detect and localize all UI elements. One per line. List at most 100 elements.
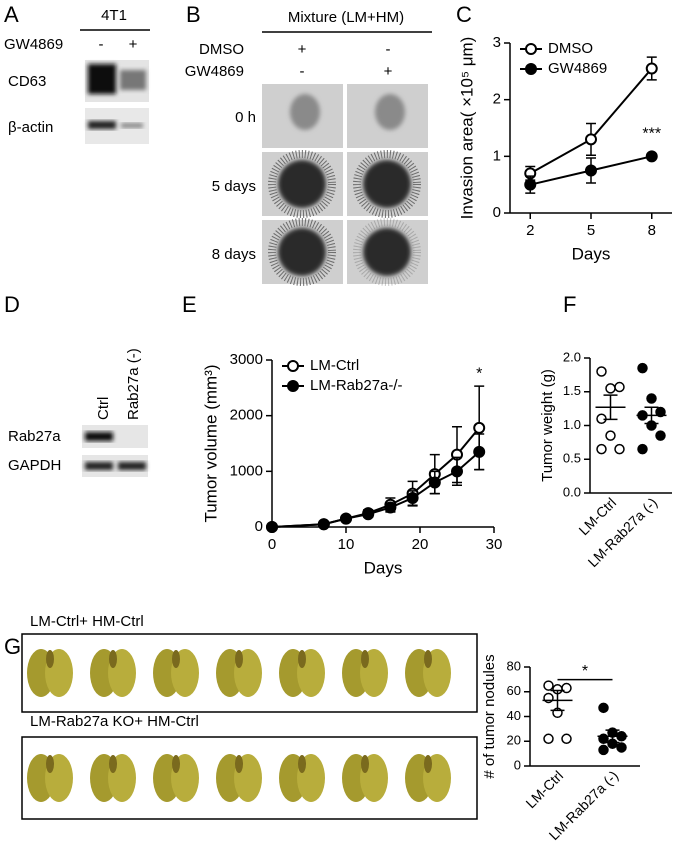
y-axis-label: Tumor weight (g) [539, 369, 556, 482]
sign: + [129, 36, 138, 53]
spheroid [278, 160, 326, 208]
data-point [598, 744, 609, 756]
lung-trachea [109, 650, 117, 668]
lung-images [27, 649, 451, 802]
legend-marker [525, 43, 537, 55]
error-bar [644, 406, 659, 425]
data-point [645, 62, 658, 75]
y-axis-label: Invasion area( ×10⁵ μm) [457, 37, 476, 220]
treatment-label: DMSO [199, 41, 244, 58]
data-point [645, 150, 658, 163]
data-point [561, 733, 572, 745]
spheroid-halo [268, 150, 336, 218]
significance: * [476, 365, 482, 382]
data-point [585, 164, 597, 177]
x-tick-label: 20 [412, 536, 429, 553]
y-tick-label: 2 [493, 91, 501, 108]
image-frame [21, 633, 478, 713]
lung-trachea [172, 650, 180, 668]
y-tick-label: 1 [493, 147, 501, 164]
data-point [655, 406, 666, 418]
y-tick-label: 2.0 [563, 349, 581, 364]
significance: *** [642, 126, 661, 143]
spheroid [278, 228, 326, 276]
y-tick-label: 0 [493, 204, 501, 221]
spheroid-halo [353, 150, 421, 218]
y-axis-label: Tumor volume (mm³) [201, 364, 220, 522]
lung-trachea [298, 650, 306, 668]
y-tick-label: 3 [493, 34, 501, 51]
time-label: 0 h [235, 109, 256, 126]
spheroid-halo [268, 218, 336, 286]
legend-marker [287, 360, 299, 372]
x-tick-label: 2 [526, 222, 534, 239]
lung-trachea [46, 755, 54, 773]
y-tick-label: 1.0 [563, 417, 581, 432]
y-tick-label: 1.5 [563, 383, 581, 398]
time-label: 8 days [212, 246, 256, 263]
data-point [614, 443, 625, 455]
y-tick-label: 0 [255, 518, 263, 535]
error-bar [550, 689, 565, 712]
lung-trachea [172, 755, 180, 773]
data-point [428, 476, 441, 489]
lane-label: Ctrl [95, 397, 112, 420]
spheroid [290, 94, 320, 130]
y-tick-label: 1000 [230, 462, 263, 479]
sign: + [384, 63, 393, 80]
sign: + [298, 41, 307, 58]
data-point [614, 381, 625, 393]
blot [85, 60, 149, 144]
data-point [598, 702, 609, 714]
error-bar [605, 729, 620, 744]
data-point [616, 742, 627, 753]
data-point [646, 393, 657, 404]
data-point [596, 366, 607, 377]
panel-label: B [186, 2, 201, 27]
spheroid [363, 160, 411, 208]
sign: - [386, 41, 391, 58]
legend-marker [287, 380, 299, 392]
legend-label: DMSO [548, 40, 593, 57]
sign: - [300, 63, 305, 80]
legend-label: LM-Rab27a-/- [310, 377, 403, 394]
spheroid [375, 94, 405, 130]
panel-label: G [4, 634, 21, 659]
lung-trachea [361, 650, 369, 668]
blot-row-label: CD63 [8, 73, 46, 90]
data-point [605, 430, 616, 441]
spheroid-images [262, 84, 428, 286]
treatment-label: GW4869 [4, 36, 63, 53]
y-tick-label: 40 [507, 708, 521, 723]
spheroid-halo [353, 218, 421, 286]
y-tick-label: 0.5 [563, 451, 581, 466]
data-point [406, 492, 419, 505]
condition-title: Mixture (LM+HM) [288, 9, 404, 26]
data-point [543, 733, 554, 745]
error-bar [603, 394, 618, 421]
data-point [384, 501, 397, 514]
lung-trachea [235, 650, 243, 668]
x-tick-label: LM-Ctrl [522, 767, 566, 811]
time-label: 5 days [212, 178, 256, 195]
blot-row-label: Rab27a [8, 428, 61, 445]
data-point [596, 443, 607, 455]
y-tick-label: 0 [514, 757, 521, 772]
y-tick-label: 80 [507, 658, 521, 673]
data-point [585, 133, 597, 146]
data-point [637, 443, 648, 455]
y-tick-label: 2000 [230, 407, 263, 424]
panel-label: F [563, 292, 576, 317]
blot [82, 425, 148, 477]
group-title: LM-Ctrl+ HM-Ctrl [30, 613, 144, 630]
lung-trachea [361, 755, 369, 773]
treatment-label: GW4869 [185, 63, 244, 80]
data-point [655, 430, 666, 441]
x-tick-label: 8 [648, 222, 656, 239]
lung-trachea [424, 650, 432, 668]
lung-trachea [235, 755, 243, 773]
data-point [340, 512, 352, 525]
lane-label: Rab27a (-) [125, 348, 142, 420]
blot-row-label: GAPDH [8, 457, 61, 474]
x-tick-label: 5 [587, 222, 595, 239]
